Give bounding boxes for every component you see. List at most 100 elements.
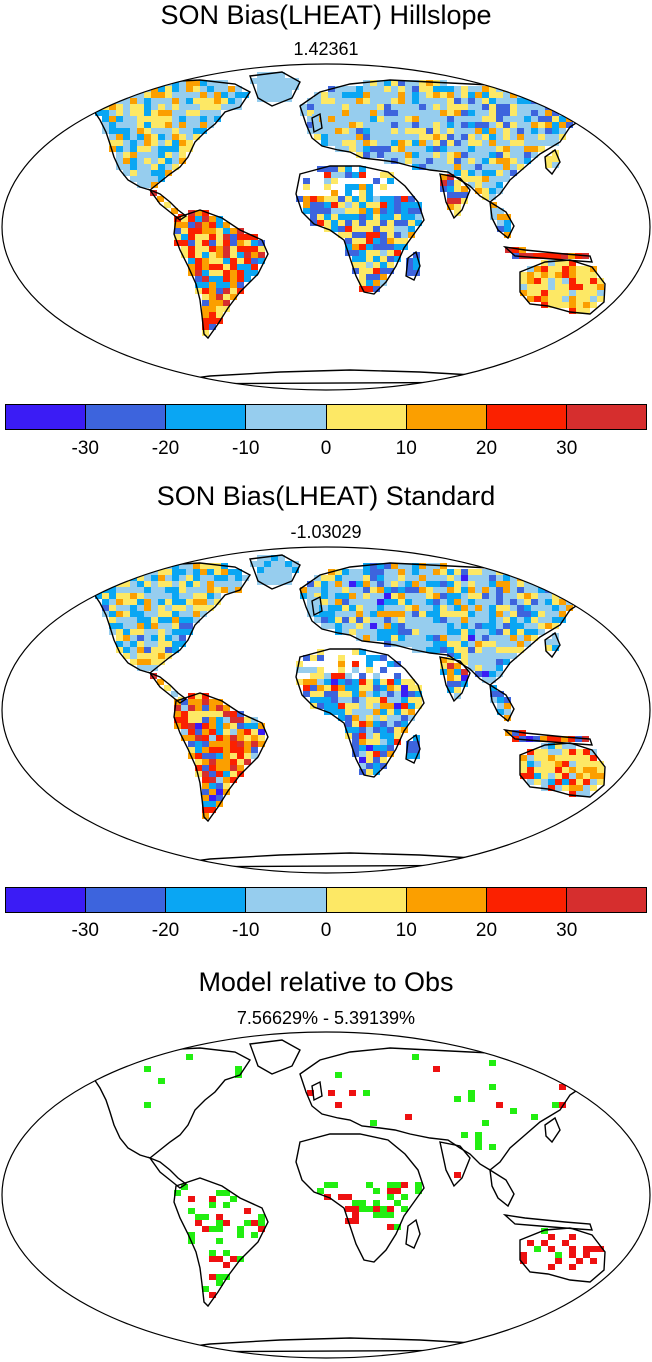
map-cell [130, 593, 137, 599]
map-cell [377, 92, 384, 98]
map-cell [394, 661, 401, 667]
map-cell [504, 214, 511, 220]
map-cell [307, 116, 314, 122]
map-cell [179, 152, 186, 158]
map-cell [116, 611, 123, 617]
map-cell [150, 673, 157, 679]
map-cell [223, 777, 230, 783]
map-cell [123, 611, 130, 617]
map-cell [555, 761, 562, 767]
map-cell [244, 753, 251, 759]
map-cell [257, 84, 264, 90]
map-cell [366, 190, 373, 196]
map-cell [412, 110, 419, 116]
map-cell [345, 238, 352, 244]
map-cell [384, 116, 391, 122]
map-cell [144, 563, 151, 569]
map-cell [349, 122, 356, 128]
map-cell [482, 116, 489, 122]
map-cell [489, 158, 496, 164]
map-cell [179, 581, 186, 587]
map-cell [447, 158, 454, 164]
map-cell [158, 593, 165, 599]
map-cell [317, 667, 324, 673]
map-cell [285, 567, 292, 573]
map-cell [569, 779, 576, 785]
map-cell [377, 599, 384, 605]
map-cell [314, 104, 321, 110]
map-cell [366, 703, 373, 709]
map-cell [338, 673, 345, 679]
map-cell [391, 104, 398, 110]
map-cell [338, 214, 345, 220]
map-cell [496, 146, 503, 152]
map-cell [209, 1274, 216, 1280]
map-cell [384, 605, 391, 611]
map-cell [504, 703, 511, 709]
map-cell [524, 110, 531, 116]
map-cell [373, 1206, 380, 1212]
map-cell [377, 128, 384, 134]
map-cell [352, 190, 359, 196]
map-cell [342, 146, 349, 152]
map-cell [345, 178, 352, 184]
map-cell [244, 741, 251, 747]
map-cell [468, 593, 475, 599]
colorbar-swatch [566, 405, 646, 429]
map-cell [188, 228, 195, 234]
map-cell [380, 196, 387, 202]
map-cell [202, 807, 209, 813]
coastline-indonesia [502, 245, 593, 263]
map-cell [202, 759, 209, 765]
map-cell [468, 575, 475, 581]
map-cell [447, 599, 454, 605]
map-cell [102, 593, 109, 599]
map-cell [510, 581, 517, 587]
map-cell [317, 697, 324, 703]
map-cell [310, 691, 317, 697]
map-cell [352, 721, 359, 727]
map-cell [328, 140, 335, 146]
map-cell [151, 665, 158, 671]
map-cell [538, 134, 545, 140]
map-cell [228, 104, 235, 110]
map-cell [352, 232, 359, 238]
map-cell [562, 779, 569, 785]
map-cell [405, 86, 412, 92]
map-cell [207, 605, 214, 611]
map-cell [510, 593, 517, 599]
map-cell [454, 198, 461, 204]
map-cell [391, 98, 398, 104]
map-cell [151, 647, 158, 653]
map-cell [380, 250, 387, 256]
map-cell [352, 238, 359, 244]
map-cell [264, 579, 271, 585]
map-cell [363, 128, 370, 134]
map-cell [359, 751, 366, 757]
map-cell [538, 116, 545, 122]
map-cell [130, 110, 137, 116]
map-cell [202, 1214, 209, 1220]
map-cell [158, 647, 165, 653]
map-cell [398, 110, 405, 116]
map-cell [193, 611, 200, 617]
map-cell [223, 711, 230, 717]
map-cell [172, 617, 179, 623]
map-cell [363, 104, 370, 110]
map-cell [307, 605, 314, 611]
map-cell [296, 673, 303, 679]
map-cell [461, 170, 468, 176]
map-cell [172, 122, 179, 128]
map-cell [454, 617, 461, 623]
map-cell [454, 693, 461, 699]
map-cell [419, 629, 426, 635]
map-cell [349, 569, 356, 575]
map-cell [387, 721, 394, 727]
map-cell [562, 278, 569, 284]
map-cell [345, 184, 352, 190]
map-cell [545, 623, 552, 629]
map-cell [531, 116, 538, 122]
map-cell [440, 146, 447, 152]
map-cell [569, 266, 576, 272]
map-cell [527, 773, 534, 779]
